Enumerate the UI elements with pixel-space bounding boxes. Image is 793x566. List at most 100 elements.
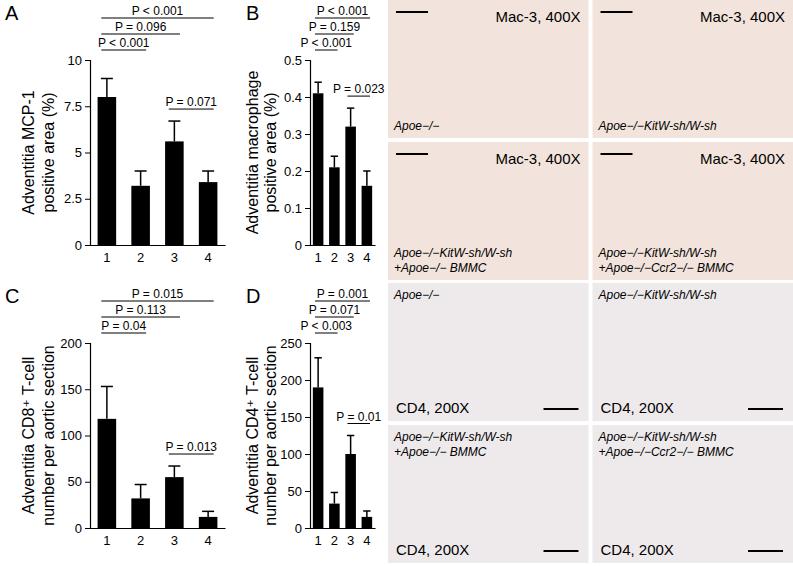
y-axis-title: Adventitia macrophage: [244, 71, 261, 235]
y-tick-label: 7.5: [64, 99, 82, 114]
plot-area: [313, 358, 372, 528]
x-tick-label: 2: [137, 250, 144, 265]
stain-label: Mac-3, 400X: [700, 8, 785, 25]
scale-bar: [748, 408, 783, 410]
y-tick-mark: [85, 343, 90, 344]
micrograph: Mac-3, 400XApoe−/−KitW-sh/W-sh+Apoe−/− B…: [388, 142, 589, 280]
y-tick-label: 50: [68, 474, 82, 489]
error-bar-stem: [366, 171, 368, 186]
y-tick-mark: [85, 199, 90, 200]
x-axis: 1234: [311, 529, 376, 549]
y-axis-line: [305, 344, 311, 529]
micrograph: Apoe−/−KitW-sh/W-sh+Apoe−/− BMMCCD4, 200…: [388, 425, 589, 563]
significance-bracket: P = 0.04: [101, 319, 146, 333]
error-bar-cap: [331, 492, 338, 494]
bar: [313, 387, 324, 528]
y-tick-label: 150: [280, 410, 302, 425]
x-axis-line: [311, 245, 376, 246]
x-tick-label: 1: [103, 533, 110, 548]
y-tick-label: 50: [288, 484, 302, 499]
y-tick: 0.3: [284, 127, 310, 142]
error-bar-cap: [135, 484, 147, 486]
y-tick-label: 0: [75, 238, 82, 253]
y-axis-title: Adventitia CD4⁺ T-cell: [244, 357, 261, 515]
significance-bracket: P < 0.001: [101, 4, 213, 18]
error-bar-stem: [317, 82, 319, 93]
y-tick: 100: [280, 447, 310, 462]
y-tick: 0: [295, 238, 310, 253]
error-bar-stem: [317, 358, 319, 388]
x-tick: 4: [363, 533, 370, 548]
scale-bar: [601, 11, 633, 13]
error-bar: [168, 121, 180, 141]
y-tick-label: 0: [295, 238, 302, 253]
y-axis: 050100150200: [60, 336, 90, 536]
y-tick: 150: [280, 410, 310, 425]
error-bar-cap: [314, 81, 321, 83]
error-bar-stem: [366, 511, 368, 517]
y-tick-label: 0: [295, 521, 302, 536]
error-bar-cap: [202, 170, 214, 172]
y-axis: 050100150200250: [280, 336, 310, 536]
y-tick-mark: [305, 380, 310, 381]
error-bar: [135, 485, 147, 499]
y-tick: 50: [68, 474, 90, 489]
p-value-label: P = 0.159: [309, 20, 361, 34]
micrograph-background: [388, 142, 589, 280]
error-bar: [202, 511, 214, 517]
error-bar-stem: [334, 156, 336, 167]
scale-bar: [601, 153, 633, 155]
y-tick-label: 100: [280, 447, 302, 462]
error-bar: [314, 82, 321, 93]
y-tick-mark: [85, 389, 90, 390]
y-tick-mark: [305, 245, 310, 246]
micrograph: Mac-3, 400X Apoe−/−KitW-sh/W-sh: [593, 0, 793, 138]
error-bar: [347, 108, 354, 127]
x-tick: 3: [347, 250, 354, 265]
y-tick-label: 5: [75, 145, 82, 160]
error-bar-stem: [350, 436, 352, 455]
y-axis-line: [85, 61, 91, 246]
x-tick: 2: [137, 250, 144, 265]
p-value-label: P = 0.01: [336, 410, 381, 424]
y-tick-mark: [305, 208, 310, 209]
genotype-label: +Apoe−/−Ccr2−/− BMMC: [599, 445, 734, 459]
error-bar: [363, 171, 370, 186]
x-tick: 3: [171, 250, 178, 265]
x-tick: 2: [331, 250, 338, 265]
y-tick-label: 0.3: [284, 127, 302, 142]
error-bar-stem: [207, 171, 209, 182]
y-tick: 50: [288, 484, 310, 499]
p-value-label: P < 0.001: [98, 36, 150, 50]
x-tick: 3: [171, 533, 178, 548]
p-value-label: P = 0.071: [166, 95, 218, 109]
error-bar: [202, 171, 214, 182]
panel-letter: B: [246, 2, 259, 24]
y-axis: 02.557.510: [64, 53, 91, 253]
micrograph-background: [388, 283, 589, 421]
p-value-label: P = 0.001: [317, 287, 369, 301]
y-tick: 0.2: [284, 164, 310, 179]
bar: [98, 97, 117, 245]
stain-label: CD4, 200X: [396, 399, 469, 416]
genotype-label: Apoe−/−KitW-sh/W-sh: [598, 288, 718, 302]
stain-label: Mac-3, 400X: [700, 150, 785, 167]
y-axis-line: [305, 61, 311, 246]
y-tick-mark: [305, 528, 310, 529]
bar: [329, 504, 340, 528]
error-bar: [101, 386, 113, 418]
significance-bracket: P = 0.071: [166, 95, 218, 109]
significance-bracket: P < 0.001: [98, 36, 150, 50]
y-tick: 0.4: [284, 90, 310, 105]
genotype-label: Apoe−/−: [393, 288, 439, 302]
genotype-label: Apoe−/−KitW-sh/W-sh: [598, 119, 718, 133]
bar: [98, 419, 117, 528]
x-axis-line: [311, 528, 376, 529]
y-tick: 200: [280, 373, 310, 388]
bar: [345, 454, 356, 528]
scale-bar: [544, 408, 579, 410]
error-bar-cap: [168, 465, 180, 467]
x-tick-label: 4: [205, 533, 212, 548]
p-value-label: P < 0.001: [317, 4, 369, 18]
x-tick-label: 4: [363, 533, 370, 548]
